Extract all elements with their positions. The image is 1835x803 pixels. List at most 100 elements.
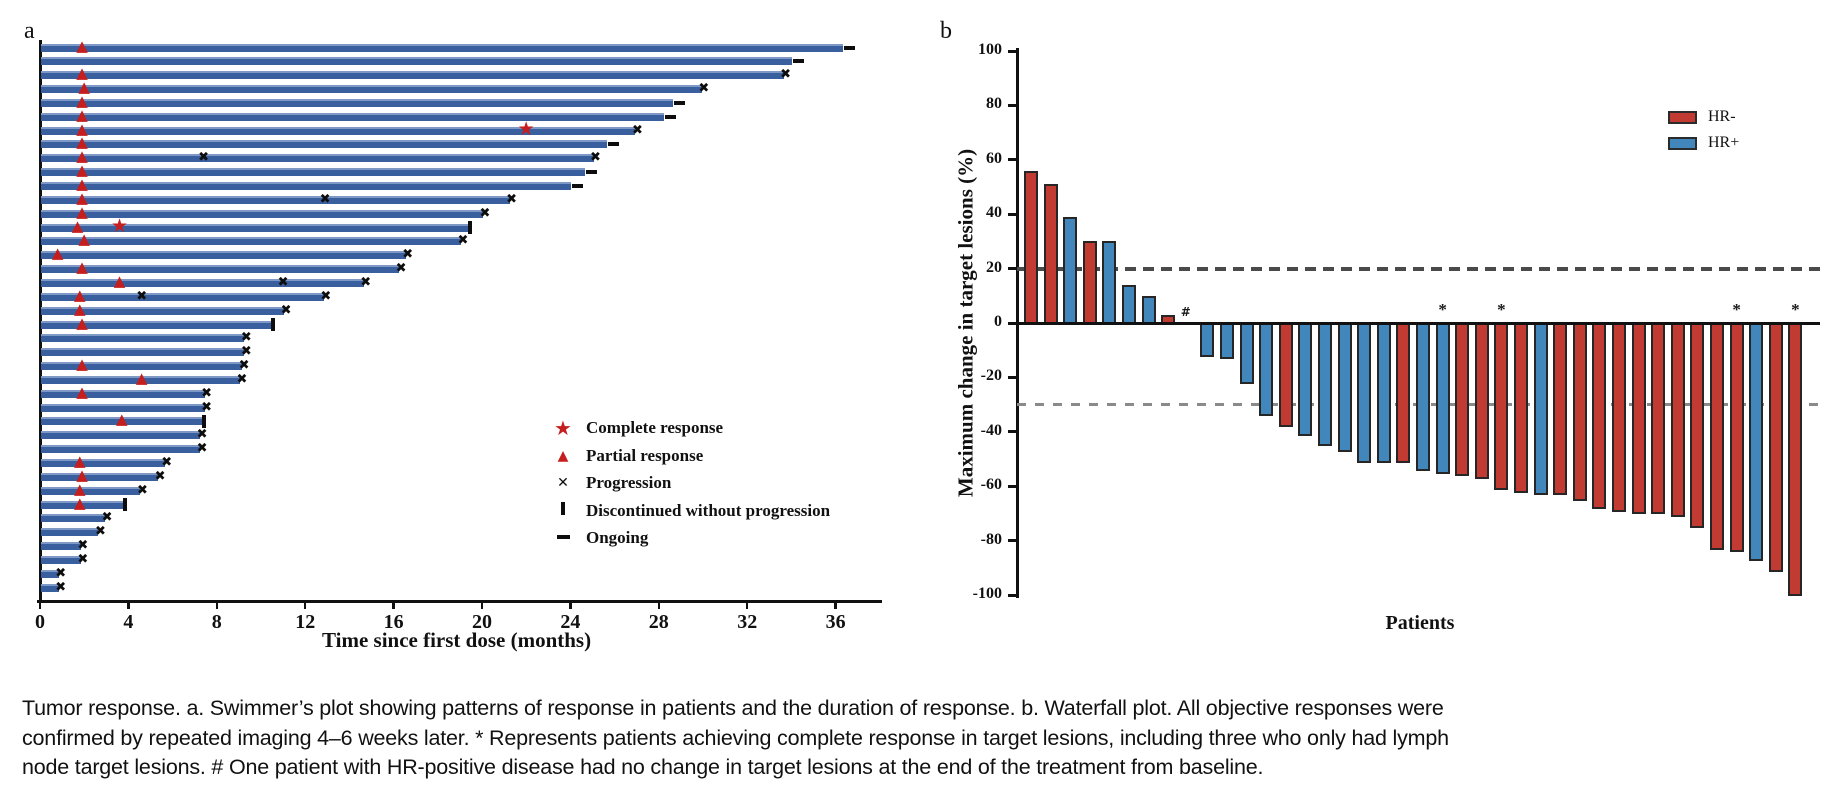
swimmer-x-tick-label: 12 (295, 611, 316, 633)
waterfall-bar (1612, 322, 1626, 512)
waterfall-legend-item: HR+ (1668, 134, 1788, 152)
waterfall-y-tick (1008, 321, 1017, 325)
complete-response-asterisk: * (1438, 300, 1447, 319)
progression-end-marker: ✖ (101, 510, 113, 526)
swimmer-x-tick-label: 8 (211, 611, 222, 633)
swimmer-bar (41, 569, 59, 578)
waterfall-y-tick-label: -100 (972, 585, 1002, 602)
complete-response-star-icon: ★ (554, 416, 572, 440)
discontinued-marker (270, 318, 275, 331)
waterfall-y-tick (1008, 49, 1017, 53)
progression-marker: ✖ (277, 275, 289, 291)
swimmer-plot: 0 4 8 12 16 20 24 28 32 36 ▲ ▲ ✖ ▲ ✖ ▲ ▲ ▲ ★ ✖ ▲ ▲ ✖ ✖ ▲ ▲ ▲ ✖ ✖ ▲ ✖ ▲ ★… (0, 0, 900, 680)
swimmer-bar (41, 126, 636, 135)
waterfall-y-tick (1008, 430, 1017, 434)
swimmer-x-tick-label: 24 (560, 611, 581, 633)
waterfall-bar (1690, 322, 1705, 528)
swimmer-bar (41, 542, 81, 551)
progression-end-marker: ✖ (55, 566, 67, 582)
swimmer-bar (41, 375, 240, 384)
swimmer-legend-label: Complete response (586, 418, 724, 437)
waterfall-legend-label: HR- (1708, 108, 1736, 125)
swimmer-legend-label: Partial response (586, 446, 704, 465)
waterfall-zero-line (1015, 321, 1820, 325)
waterfall-y-tick (1008, 103, 1017, 107)
discontinued-marker (202, 414, 207, 428)
partial-response-marker: ▲ (76, 105, 88, 124)
progression-end-marker: ✖ (320, 289, 332, 305)
swimmer-bar (41, 182, 572, 190)
waterfall-bar (1553, 322, 1568, 496)
ongoing-marker (665, 114, 677, 119)
swimmer-legend-item: Ongoing (548, 525, 868, 551)
complete-response-asterisk: * (1497, 300, 1506, 319)
partial-response-marker: ▲ (76, 355, 88, 374)
waterfall-legend-item: HR- (1668, 108, 1788, 126)
partial-response-marker: ▲ (76, 92, 88, 111)
swimmer-x-axis-title: Time since first dose (months) (322, 628, 592, 652)
waterfall-y-tick-label: -40 (980, 421, 1002, 439)
progression-end-marker: ✖ (457, 233, 469, 249)
caption-line-1: Tumor response. a. Swimmer’s plot showin… (22, 696, 1444, 720)
swimmer-bar (41, 154, 594, 163)
progression-end-marker: ✖ (196, 427, 208, 443)
waterfall-y-tick-label: -80 (980, 530, 1002, 548)
waterfall-bar (1533, 322, 1548, 496)
progression-end-marker: ✖ (201, 385, 212, 401)
waterfall-bar (1729, 322, 1744, 553)
caption-line-3: node target lesions. # One patient with … (22, 755, 1264, 779)
swimmer-bar (41, 251, 406, 260)
swimmer-x-tick (480, 601, 484, 609)
waterfall-y-tick (1008, 158, 1017, 162)
waterfall-bar (1474, 322, 1489, 480)
swimmer-x-tick-label: 32 (737, 611, 758, 633)
waterfall-x-axis-title: Patients (1385, 612, 1455, 634)
waterfall-plot: 100 80 60 40 20 0 -20 -40 -60 -80 -100 # * * * * (972, 41, 1822, 602)
swimmer-bar (41, 43, 844, 52)
ongoing-marker (572, 184, 584, 188)
waterfall-bar (1024, 170, 1038, 325)
partial-response-marker: ▲ (71, 216, 84, 235)
progression-end-marker: ✖ (55, 579, 67, 595)
waterfall-bar (1710, 322, 1724, 550)
waterfall-y-tick (1008, 593, 1017, 597)
waterfall-bar (1631, 322, 1646, 515)
progression-x-icon: ✕ (557, 475, 569, 491)
swimmer-bar (41, 223, 468, 232)
no-change-hash: # (1180, 305, 1191, 319)
panel-a-label: a (24, 18, 35, 44)
waterfall-bar (1063, 216, 1078, 325)
waterfall-y-tick (1008, 375, 1017, 379)
progression-end-marker: ✖ (201, 399, 212, 415)
swimmer-bar (41, 85, 702, 94)
waterfall-y-tick (1008, 212, 1017, 216)
swimmer-bar (41, 472, 159, 481)
waterfall-bar (1318, 322, 1332, 447)
swimmer-x-tick (657, 601, 661, 609)
swimmer-bar (41, 209, 483, 218)
partial-response-triangle-icon: ▲ (557, 448, 569, 464)
swimmer-bar (41, 583, 59, 592)
waterfall-bar (1102, 241, 1117, 325)
waterfall-bar (1122, 284, 1136, 325)
waterfall-bar (1043, 184, 1058, 325)
progression-end-marker: ✖ (136, 482, 148, 498)
progression-end-marker: ✖ (395, 261, 407, 277)
swimmer-x-tick (569, 601, 572, 609)
partial-response-marker: ▲ (113, 272, 126, 291)
waterfall-bar (1082, 241, 1097, 325)
swimmer-x-tick-label: 28 (648, 611, 669, 633)
swimmer-bar (41, 306, 285, 315)
waterfall-y-tick-label: 20 (986, 258, 1002, 276)
swimmer-x-tick-label: 20 (472, 611, 492, 633)
waterfall-bar (1788, 322, 1803, 596)
swimmer-bar (41, 348, 245, 357)
progression-end-marker: ✖ (590, 150, 601, 166)
partial-response-marker: ▲ (135, 369, 148, 388)
partial-response-marker: ▲ (78, 78, 90, 97)
swimmer-bar (41, 278, 364, 287)
waterfall-y-tick-label: 100 (978, 41, 1002, 58)
ongoing-dash-icon (548, 529, 578, 547)
panel-b-label: b (940, 18, 952, 44)
swimmer-bar (41, 445, 201, 454)
